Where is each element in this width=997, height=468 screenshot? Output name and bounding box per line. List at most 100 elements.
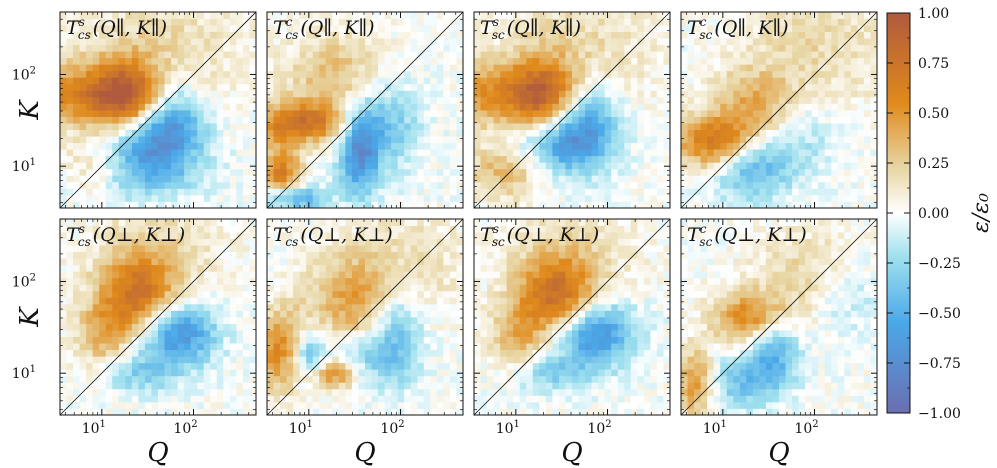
heatmap-cell xyxy=(772,12,780,19)
heatmap-cell xyxy=(378,149,385,157)
heatmap-cell xyxy=(273,96,281,104)
heatmap-cell xyxy=(319,194,327,202)
heatmap-cell xyxy=(105,18,113,26)
heatmap-cell xyxy=(184,70,192,78)
heatmap-cell xyxy=(286,142,294,150)
heatmap-cell xyxy=(456,83,464,91)
heatmap-cell xyxy=(430,149,438,157)
heatmap-cell xyxy=(118,297,126,305)
heatmap-cell xyxy=(171,70,178,78)
heatmap-cell xyxy=(746,64,754,72)
heatmap-cell xyxy=(151,264,159,272)
heatmap-cell xyxy=(449,194,457,202)
heatmap-cell xyxy=(105,25,113,32)
heatmap-cell xyxy=(105,168,113,176)
heatmap-cell xyxy=(663,25,671,32)
heatmap-cell xyxy=(216,264,224,272)
heatmap-cell xyxy=(811,155,819,163)
heatmap-cell xyxy=(118,395,126,403)
heatmap-cell xyxy=(456,123,464,130)
heatmap-cell xyxy=(759,38,767,46)
heatmap-cell xyxy=(158,129,165,137)
heatmap-cell xyxy=(378,31,385,39)
heatmap-cell xyxy=(532,70,540,78)
heatmap-cell xyxy=(92,83,100,91)
heatmap-cell xyxy=(306,194,314,202)
heatmap-cell xyxy=(236,277,244,285)
heatmap-cell xyxy=(410,103,418,111)
heatmap-cell xyxy=(598,149,606,157)
heatmap-cell xyxy=(131,238,139,246)
heatmap-cell xyxy=(456,181,464,189)
heatmap-cell xyxy=(857,201,865,209)
heatmap-cell xyxy=(443,188,451,196)
heatmap-cell xyxy=(223,401,231,409)
heatmap-cell xyxy=(572,149,579,157)
heatmap-cell xyxy=(280,408,287,416)
heatmap-cell xyxy=(273,375,281,383)
heatmap-cell xyxy=(410,96,418,104)
heatmap-cell xyxy=(273,31,281,39)
heatmap-cell xyxy=(417,96,425,104)
heatmap-cell xyxy=(164,232,172,239)
heatmap-cell xyxy=(449,129,457,137)
heatmap-cell xyxy=(203,70,211,78)
heatmap-cell xyxy=(456,136,464,144)
heatmap-cell xyxy=(371,44,379,52)
heatmap-cell xyxy=(299,201,307,209)
heatmap-cell xyxy=(210,251,218,259)
heatmap-cell xyxy=(125,408,133,416)
heatmap-cell xyxy=(223,323,231,331)
heatmap-cell xyxy=(637,149,645,157)
heatmap-cell xyxy=(151,155,159,163)
heatmap-cell xyxy=(184,90,192,98)
heatmap-cell xyxy=(66,258,74,266)
heatmap-cell xyxy=(345,155,353,163)
heatmap-cell xyxy=(118,194,126,202)
heatmap-cell xyxy=(325,77,333,85)
heatmap-cell xyxy=(474,110,481,117)
heatmap-cell xyxy=(242,162,250,170)
heatmap-cell xyxy=(92,103,100,111)
heatmap-cell xyxy=(242,90,250,98)
heatmap-cell xyxy=(713,136,721,144)
heatmap-cell xyxy=(656,188,664,196)
heatmap-cell xyxy=(144,317,152,324)
heatmap-cell xyxy=(249,181,257,189)
heatmap-cell xyxy=(338,83,346,91)
heatmap-cell xyxy=(831,90,839,98)
heatmap-cell xyxy=(280,116,287,124)
heatmap-cell xyxy=(423,64,431,72)
heatmap-cell xyxy=(177,129,185,137)
heatmap-cell xyxy=(236,181,244,189)
heatmap-cell xyxy=(177,70,185,78)
heatmap-cell xyxy=(299,64,307,72)
heatmap-cell xyxy=(681,175,688,183)
heatmap-cell xyxy=(118,96,126,104)
heatmap-cell xyxy=(190,356,198,364)
heatmap-cell xyxy=(831,18,839,26)
heatmap-cell xyxy=(267,349,274,357)
heatmap-cell xyxy=(164,317,172,324)
heatmap-cell xyxy=(456,31,464,39)
heatmap-cell xyxy=(430,90,438,98)
heatmap-cell xyxy=(694,83,701,91)
heatmap-cell xyxy=(249,388,257,396)
heatmap-cell xyxy=(184,382,192,390)
heatmap-cell xyxy=(210,323,218,331)
heatmap-cell xyxy=(164,155,172,163)
heatmap-cell xyxy=(430,188,438,196)
heatmap-cell xyxy=(319,116,327,124)
heatmap-cell xyxy=(223,25,231,32)
heatmap-cell xyxy=(358,103,366,111)
heatmap-cell xyxy=(656,116,664,124)
heatmap-cell xyxy=(293,168,301,176)
heatmap-cell xyxy=(171,317,178,324)
heatmap-cell xyxy=(177,251,185,259)
heatmap-cell xyxy=(700,123,708,130)
heatmap-cell xyxy=(177,162,185,170)
heatmap-cell xyxy=(280,194,287,202)
heatmap-cell xyxy=(480,142,488,150)
heatmap-cell xyxy=(643,96,651,104)
